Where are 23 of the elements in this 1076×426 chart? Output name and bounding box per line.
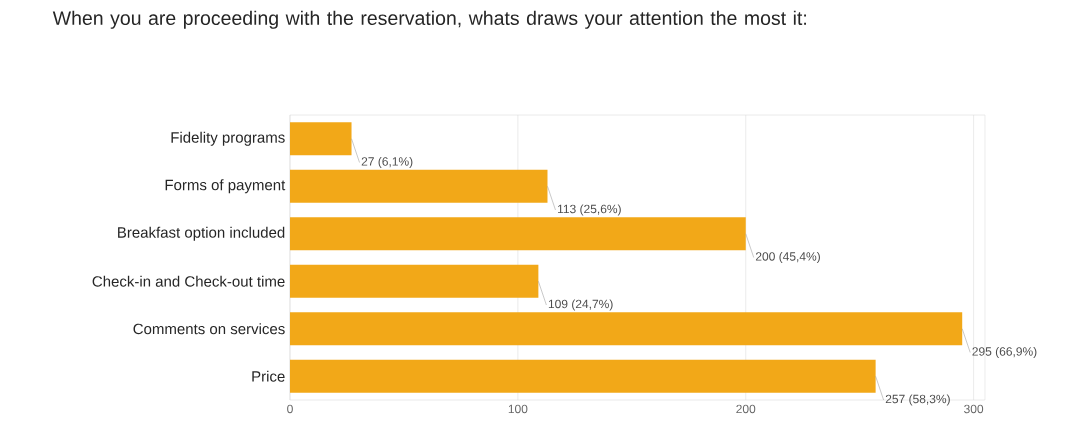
y-tick-label: Comments on services — [133, 323, 285, 335]
x-tick-label: 300 — [964, 404, 984, 414]
y-tick-label: Price — [252, 370, 285, 382]
bar — [290, 359, 876, 393]
bar — [290, 264, 539, 298]
x-tick-label: 200 — [736, 404, 756, 414]
bar — [290, 217, 746, 251]
data-label: 113 (25,6%) — [558, 204, 621, 216]
bar — [290, 169, 548, 203]
data-label: 200 (45,4%) — [755, 251, 820, 264]
x-tick-label: 100 — [508, 404, 528, 414]
bar — [290, 312, 963, 346]
data-label: 109 (24,7%) — [548, 299, 613, 311]
y-tick-label: Forms of payment — [165, 179, 286, 194]
y-tick-label: Fidelity programs — [171, 131, 285, 146]
data-label: 295 (66,9%) — [972, 346, 1037, 359]
chart-title: When you are proceeding with the reservation, whats draws your attention the most it: — [52, 10, 806, 29]
data-label: 27 (6,1%) — [361, 156, 413, 169]
data-label: 257 (58,3%) — [885, 394, 950, 406]
bar — [290, 122, 352, 156]
y-tick-label: Check-in and Check-out time — [92, 275, 285, 287]
y-tick-label: Breakfast option included — [118, 226, 285, 241]
x-tick-label: 0 — [287, 404, 293, 414]
